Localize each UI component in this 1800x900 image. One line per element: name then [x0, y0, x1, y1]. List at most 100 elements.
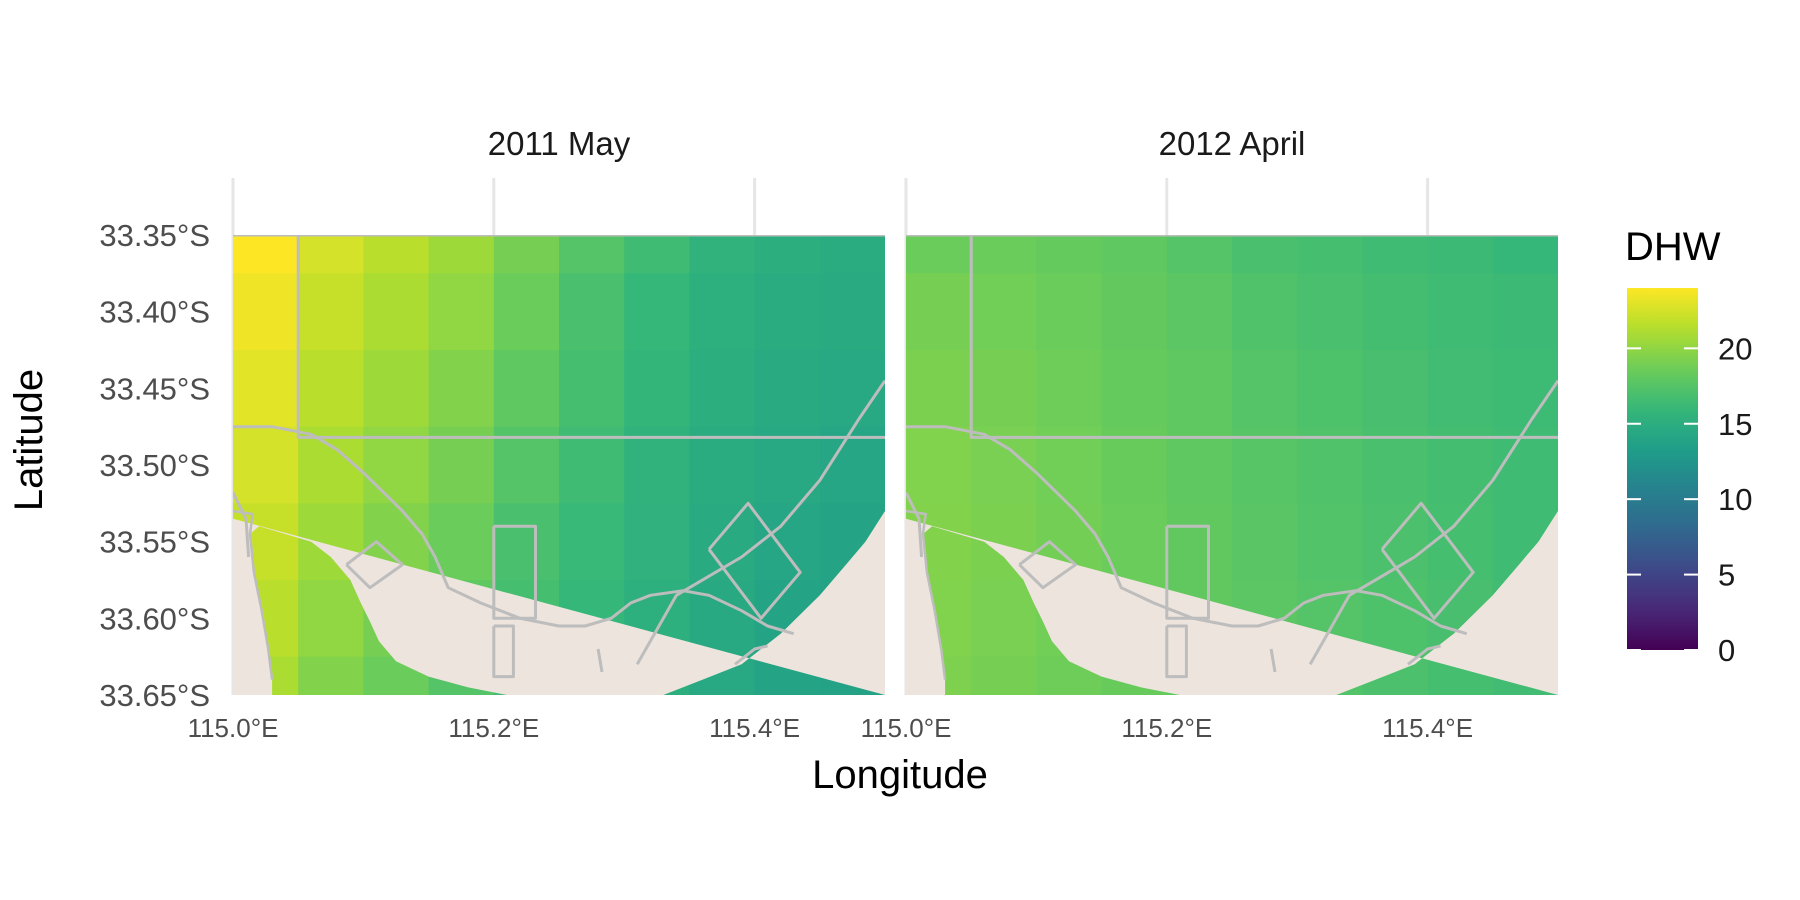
- zone-outline: [1380, 501, 1475, 620]
- panel-2: 2012 April: [904, 125, 1558, 695]
- heatmap-cell: [971, 235, 1037, 274]
- heatmap-cell: [1232, 426, 1298, 504]
- panel-1: 2011 May: [231, 125, 885, 695]
- heatmap-cell: [298, 656, 364, 695]
- heatmap-cell: [428, 426, 495, 504]
- y-tick-label: 33.60°S: [99, 601, 210, 636]
- heatmap-cell: [1166, 273, 1233, 351]
- heatmap-cell: [363, 350, 430, 428]
- heatmap-cell: [559, 350, 625, 428]
- zone-outline: [734, 644, 768, 666]
- panel-plot-area: [233, 235, 885, 695]
- x-axis-label: Longitude: [812, 753, 988, 797]
- coastline: [906, 509, 947, 680]
- zone-outline: [1407, 644, 1441, 666]
- heatmap-cell: [754, 350, 821, 428]
- heatmap-cell: [233, 235, 299, 274]
- heatmap-cell: [1232, 350, 1298, 428]
- heatmap-cell: [689, 426, 756, 504]
- zone-outline: [707, 501, 802, 620]
- boundary-line: [906, 491, 924, 558]
- x-tick-label: 115.0°E: [188, 713, 279, 743]
- heatmap-cell: [971, 656, 1037, 695]
- heatmap-cell: [1297, 235, 1363, 274]
- heatmap-cell: [559, 503, 625, 581]
- heatmap-cell: [1036, 350, 1103, 428]
- heatmap-cell: [1297, 350, 1363, 428]
- heatmap-cell: [233, 426, 299, 504]
- zone-outline: [492, 524, 537, 620]
- heatmap-cell: [559, 235, 625, 274]
- heatmap-cell: [1362, 350, 1429, 428]
- y-tick-label: 33.40°S: [99, 295, 210, 330]
- panel-title: 2012 April: [1159, 125, 1306, 162]
- heatmap-cell: [971, 350, 1037, 428]
- heatmap-cell: [754, 503, 821, 581]
- heatmap-cell: [1427, 235, 1494, 274]
- x-tick-label: 115.2°E: [448, 713, 539, 743]
- heatmap-cell: [1362, 426, 1429, 504]
- heatmap-cell: [1101, 426, 1168, 504]
- zone-outline: [345, 540, 404, 590]
- heatmap-cell: [428, 350, 495, 428]
- heatmap-cell: [754, 235, 821, 274]
- legend-colorbar: [1627, 288, 1698, 650]
- heatmap-cell: [363, 426, 430, 504]
- heatmap-cell: [428, 235, 495, 274]
- heatmap-cell: [1297, 273, 1363, 351]
- land-mass: [233, 511, 885, 695]
- legend-break-label: 0: [1718, 633, 1735, 668]
- heatmap-cell: [1166, 426, 1233, 504]
- heatmap-cell: [493, 426, 560, 504]
- heatmap-cell: [233, 273, 299, 351]
- heatmap-cell: [1492, 350, 1558, 428]
- heatmap-cell: [1101, 503, 1168, 581]
- legend-break-label: 5: [1718, 558, 1735, 593]
- x-tick-label: 115.4°E: [709, 713, 800, 743]
- legend-break-label: 20: [1718, 331, 1752, 366]
- heatmap-cell: [1166, 235, 1233, 274]
- heatmap-cell: [1036, 273, 1103, 351]
- heatmap-cell: [1166, 503, 1233, 581]
- heatmap-cell: [906, 273, 972, 351]
- zone-outline: [596, 648, 604, 673]
- heatmap-cell: [624, 235, 690, 274]
- y-axis: 33.35°S 33.40°S 33.45°S 33.50°S 33.55°S 33.60…: [99, 218, 210, 713]
- heatmap-cell: [1297, 426, 1363, 504]
- zone-outline: [1165, 524, 1210, 620]
- heatmap-cell: [1101, 235, 1168, 274]
- heatmap-cell: [971, 273, 1037, 351]
- heatmap-cell: [298, 273, 364, 351]
- heatmap-cell: [906, 235, 972, 274]
- heatmap-cell: [1232, 235, 1298, 274]
- heatmap-cell: [233, 350, 299, 428]
- heatmap-cell: [493, 350, 560, 428]
- y-tick-label: 33.45°S: [99, 371, 210, 406]
- panel-title: 2011 May: [488, 125, 631, 162]
- panel-plot-area: [906, 235, 1558, 695]
- facet-panels: 2011 May 2012 April: [231, 125, 1558, 695]
- heatmap-cell: [689, 350, 756, 428]
- y-tick-label: 33.55°S: [99, 525, 210, 560]
- heatmap-cell: [689, 273, 756, 351]
- heatmap-cell: [298, 580, 364, 658]
- y-tick-label: 33.50°S: [99, 448, 210, 483]
- zone-outline: [969, 235, 1558, 439]
- heatmap-cell: [1492, 273, 1558, 351]
- legend-title: DHW: [1625, 225, 1721, 269]
- heatmap-cell: [493, 273, 560, 351]
- heatmap-cell: [971, 580, 1037, 658]
- boundary-line: [635, 379, 885, 666]
- heatmap-cell: [624, 273, 690, 351]
- heatmap-cell: [906, 350, 972, 428]
- x-tick-label: 115.2°E: [1121, 713, 1212, 743]
- island-strip: [906, 564, 925, 626]
- heatmap-cell: [1232, 273, 1298, 351]
- zone-outline: [1269, 648, 1277, 673]
- heatmap-cell: [819, 235, 885, 274]
- heatmap-cell: [298, 235, 364, 274]
- heatmap-cell: [298, 350, 364, 428]
- zone-outline: [1165, 624, 1188, 679]
- heatmap-cell: [1362, 273, 1429, 351]
